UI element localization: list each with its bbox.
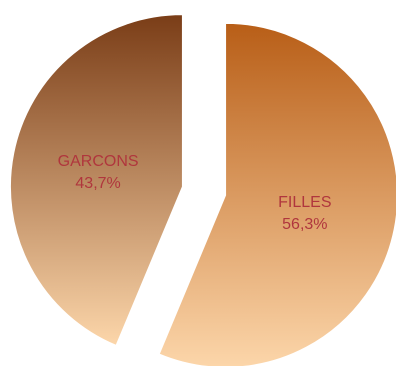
slice-value-garcons: 43,7% <box>75 175 120 192</box>
slice-label-garcons: GARCONS <box>58 153 139 170</box>
label-filles: FILLES 56,3% <box>278 194 331 233</box>
slice-value-filles: 56,3% <box>282 216 327 233</box>
slice-label-filles: FILLES <box>278 194 331 211</box>
slice-garcons <box>9 14 183 347</box>
slices-layer <box>9 14 396 366</box>
label-garcons: GARCONS 43,7% <box>58 153 139 192</box>
slice-filles <box>158 22 396 366</box>
